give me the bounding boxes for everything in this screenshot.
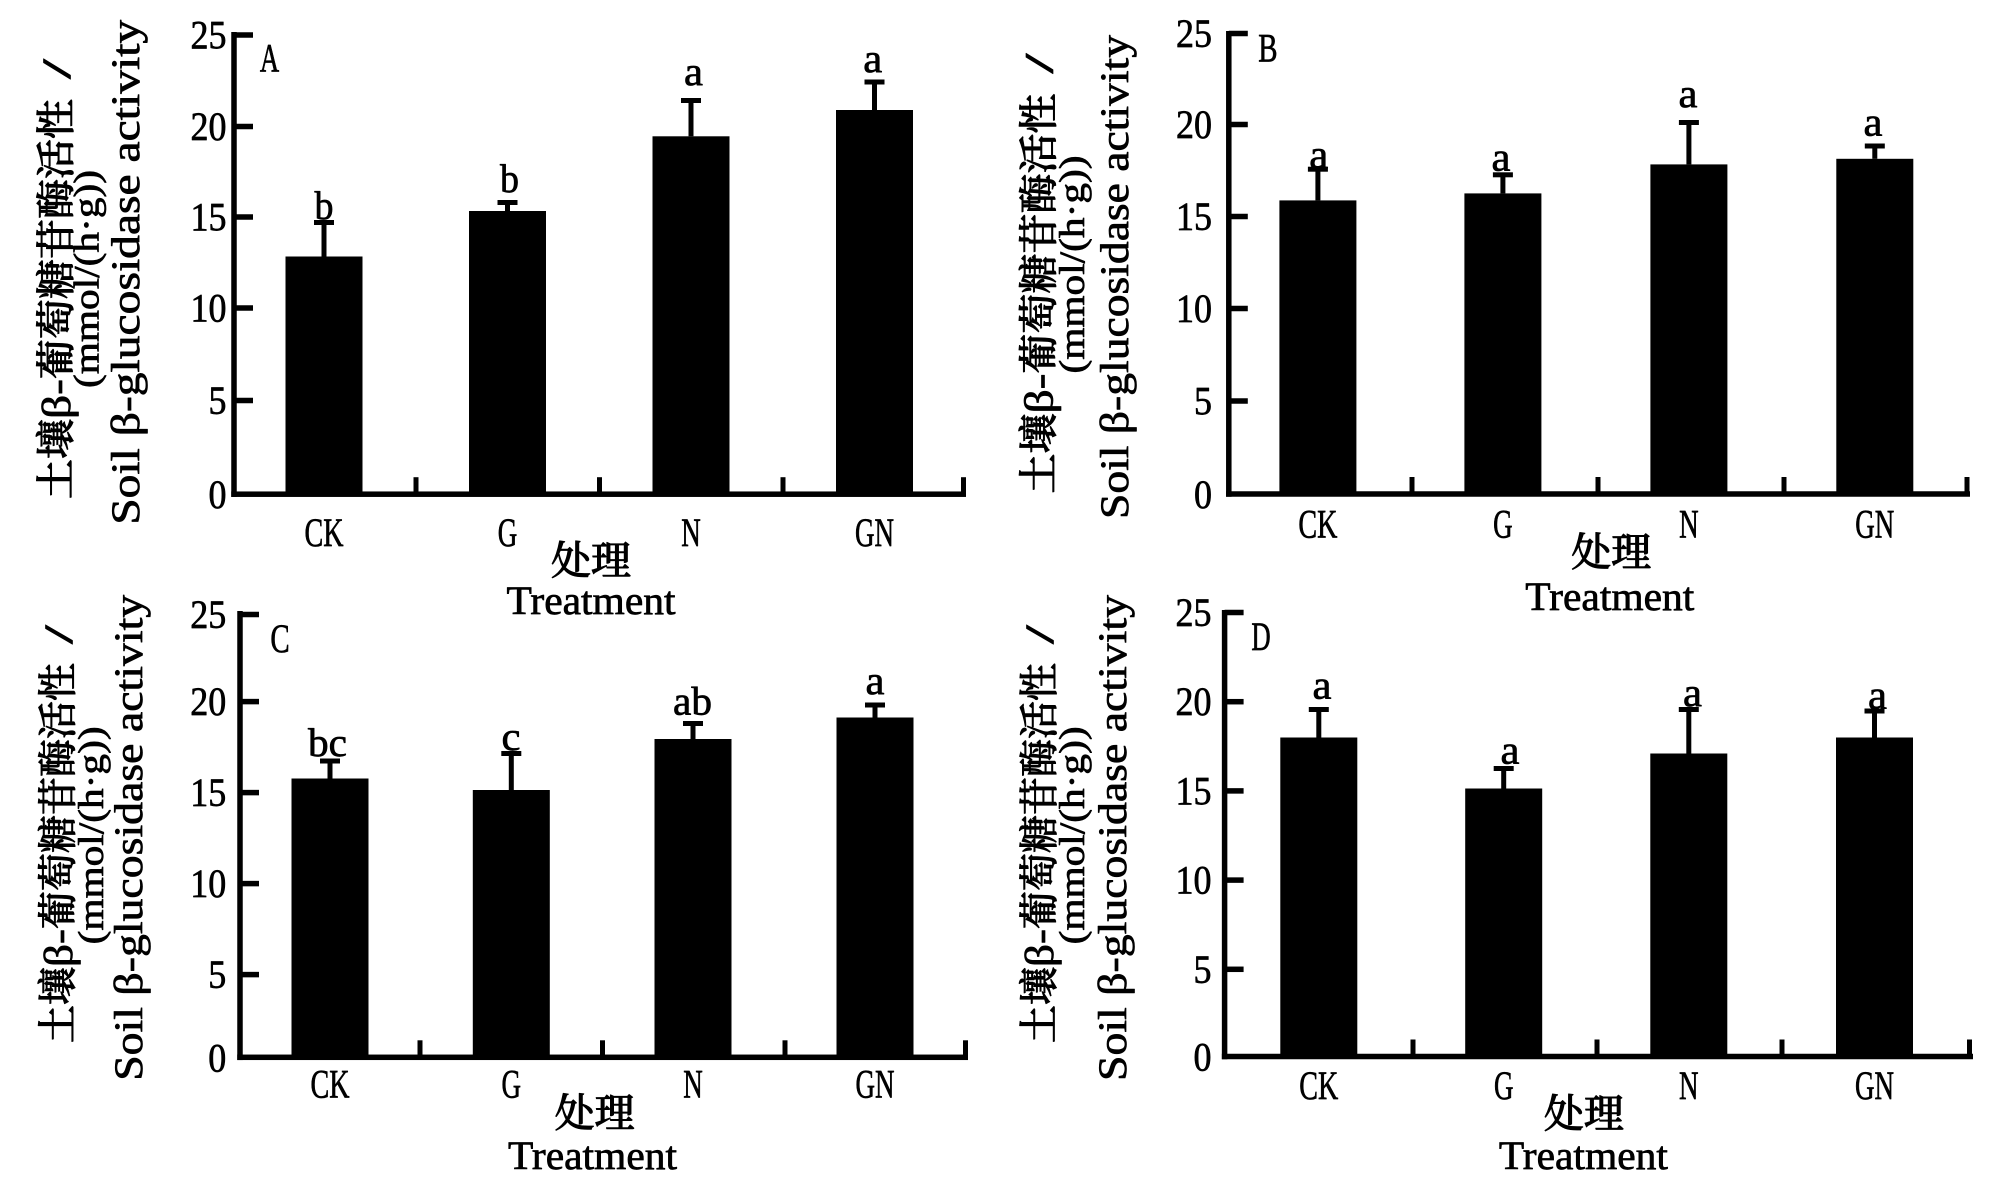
svg-text:N: N	[683, 1062, 703, 1107]
svg-text:ab: ab	[673, 679, 712, 724]
svg-text:5: 5	[1194, 947, 1212, 992]
svg-text:25: 25	[1176, 590, 1212, 635]
svg-text:GN: GN	[1855, 1063, 1894, 1108]
svg-text:A: A	[260, 36, 279, 81]
svg-text:(mmol/(h·g)): (mmol/(h·g))	[71, 726, 111, 944]
svg-text:0: 0	[1194, 1035, 1212, 1080]
svg-text:10: 10	[1176, 286, 1212, 331]
svg-text:0: 0	[1194, 472, 1212, 517]
svg-text:15: 15	[1176, 768, 1212, 813]
svg-text:N: N	[1679, 502, 1699, 547]
svg-text:CK: CK	[311, 1062, 350, 1107]
svg-text:5: 5	[209, 378, 227, 423]
svg-text:10: 10	[190, 861, 226, 906]
svg-text:N: N	[1679, 1063, 1699, 1108]
svg-text:0: 0	[209, 472, 227, 517]
svg-text:Soil β-glucosidase activity: Soil β-glucosidase activity	[1090, 595, 1135, 1081]
svg-text:β-: β-	[1017, 374, 1062, 414]
svg-text:a: a	[863, 36, 882, 81]
svg-text:(mmol/(h·g)): (mmol/(h·g))	[1052, 726, 1092, 944]
svg-text:a: a	[1864, 99, 1883, 144]
svg-text:β-: β-	[34, 379, 79, 419]
svg-text:G: G	[1493, 502, 1513, 547]
svg-text:(mmol/(h·g)): (mmol/(h·g))	[66, 170, 106, 388]
svg-text:C: C	[270, 616, 289, 661]
svg-text:Treatment: Treatment	[1499, 1133, 1668, 1178]
svg-text:15: 15	[191, 195, 227, 240]
svg-text:/: /	[34, 57, 79, 79]
svg-text:20: 20	[191, 104, 227, 149]
svg-text:D: D	[1251, 614, 1270, 659]
svg-text:10: 10	[1176, 858, 1212, 903]
svg-text:β-: β-	[1018, 929, 1062, 967]
svg-text:a: a	[1679, 71, 1698, 116]
svg-text:CK: CK	[1298, 502, 1337, 547]
svg-text:Treatment: Treatment	[1525, 574, 1694, 619]
svg-text:15: 15	[1176, 194, 1212, 239]
svg-text:5: 5	[1194, 379, 1212, 424]
svg-text:G: G	[498, 510, 518, 555]
svg-text:10: 10	[191, 286, 227, 331]
svg-text:20: 20	[1176, 679, 1212, 724]
svg-text:b: b	[315, 183, 334, 228]
svg-text:bc: bc	[308, 720, 347, 765]
svg-text:20: 20	[1176, 102, 1212, 147]
svg-text:b: b	[500, 156, 519, 201]
svg-text:a: a	[1501, 728, 1520, 773]
svg-text:/: /	[37, 625, 81, 644]
svg-text:a: a	[1492, 135, 1511, 180]
svg-text:CK: CK	[1299, 1063, 1338, 1108]
svg-text:Soil β-glucosidase activity: Soil β-glucosidase activity	[106, 595, 151, 1081]
svg-text:CK: CK	[305, 510, 344, 555]
svg-text:15: 15	[190, 770, 226, 815]
svg-text:/: /	[1018, 625, 1062, 644]
svg-text:5: 5	[208, 952, 226, 997]
svg-text:a: a	[1313, 663, 1332, 708]
svg-text:25: 25	[190, 592, 226, 637]
svg-text:a: a	[1309, 132, 1328, 177]
svg-text:20: 20	[190, 679, 226, 724]
svg-text:0: 0	[208, 1035, 226, 1080]
svg-text:25: 25	[1176, 11, 1212, 56]
svg-text:25: 25	[191, 13, 227, 58]
svg-text:Treatment: Treatment	[507, 578, 676, 623]
svg-text:(mmol/(h·g)): (mmol/(h·g))	[1052, 156, 1092, 374]
svg-text:Soil β-glucosidase activity: Soil β-glucosidase activity	[1092, 35, 1137, 519]
svg-text:GN: GN	[856, 1062, 895, 1107]
svg-text:Treatment: Treatment	[508, 1133, 677, 1178]
svg-text:GN: GN	[1855, 502, 1894, 547]
svg-text:G: G	[1494, 1063, 1514, 1108]
svg-text:a: a	[684, 49, 703, 94]
svg-text:c: c	[502, 714, 521, 759]
svg-text:G: G	[502, 1062, 522, 1107]
svg-text:B: B	[1258, 26, 1277, 71]
svg-text:/: /	[1017, 52, 1062, 74]
svg-text:a: a	[1868, 673, 1887, 718]
svg-text:β-: β-	[37, 929, 81, 967]
svg-text:GN: GN	[855, 510, 894, 555]
svg-text:a: a	[1683, 670, 1702, 715]
svg-text:Soil β-glucosidase activity: Soil β-glucosidase activity	[103, 20, 148, 525]
svg-text:N: N	[681, 510, 701, 555]
svg-text:a: a	[866, 658, 885, 703]
